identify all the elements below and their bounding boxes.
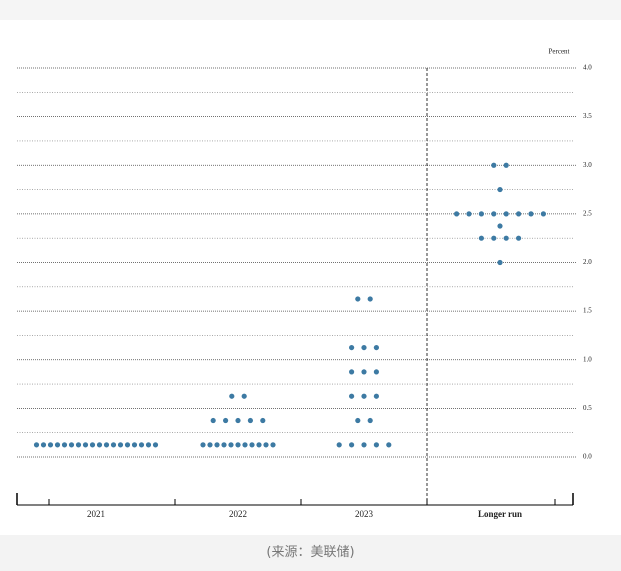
dot	[497, 259, 503, 266]
dot	[373, 442, 379, 448]
dot	[249, 442, 255, 448]
dot	[355, 296, 361, 302]
y-tick-label: 2.5	[583, 209, 592, 217]
dot	[503, 162, 509, 168]
x-tick-label: 2022	[229, 509, 247, 519]
dot	[47, 442, 54, 448]
dot	[540, 211, 547, 217]
dot	[256, 442, 262, 448]
dot	[228, 442, 234, 448]
dot	[497, 223, 503, 229]
dot	[241, 393, 247, 399]
dot	[516, 235, 522, 241]
dot	[200, 442, 206, 448]
chart: Percent 0.0 0.5 1.0 1.5 2.0 2.5 3.0 3.5 4.0 2021 2…	[16, 48, 592, 519]
dot	[528, 211, 534, 217]
dot	[260, 417, 266, 424]
dot	[207, 442, 213, 448]
dot	[214, 442, 220, 448]
dot	[223, 417, 229, 424]
dot	[103, 442, 110, 448]
dot	[117, 442, 124, 448]
dot	[229, 393, 235, 399]
dot	[367, 296, 373, 302]
dot	[454, 211, 460, 217]
dot	[152, 442, 159, 448]
dot	[361, 369, 367, 375]
dot	[75, 442, 82, 448]
y-tick-label: 4.0	[583, 64, 592, 72]
dot	[355, 417, 361, 424]
dot	[361, 442, 367, 448]
dot	[221, 442, 227, 448]
dot	[54, 442, 61, 448]
dot	[110, 442, 117, 448]
y-tick-label: 3.0	[583, 161, 592, 169]
dot	[373, 369, 379, 375]
top-strip	[0, 0, 621, 20]
x-tick-label: Longer run	[478, 509, 522, 519]
dot	[235, 442, 241, 448]
dot	[82, 442, 89, 448]
dot	[96, 442, 103, 448]
dot	[466, 211, 472, 217]
dot	[386, 442, 392, 448]
dot	[131, 442, 138, 448]
dot	[235, 417, 241, 424]
dot	[263, 442, 269, 448]
dot	[491, 235, 497, 241]
dot	[491, 162, 497, 168]
dot	[349, 393, 355, 399]
x-tick-label: 2021	[87, 509, 105, 519]
dot	[61, 442, 68, 448]
y-tick-label: 1.0	[583, 355, 592, 363]
dot	[247, 417, 253, 424]
y-tick-label: 0.0	[583, 453, 592, 461]
x-tick-label: 2023	[355, 509, 374, 519]
dot	[33, 442, 40, 448]
dot	[349, 442, 355, 448]
dot	[145, 442, 152, 448]
dot	[373, 344, 379, 351]
dot	[361, 344, 367, 351]
dot	[478, 211, 484, 217]
dot	[478, 235, 484, 241]
dot	[349, 369, 355, 375]
dot	[503, 235, 509, 241]
dot	[516, 211, 522, 217]
dot	[367, 417, 373, 424]
dot	[491, 211, 497, 217]
y-tick-label: 2.0	[583, 258, 592, 266]
y-tick-label: 0.5	[583, 404, 592, 412]
dot	[373, 393, 379, 399]
dot	[89, 442, 96, 448]
y-tick-label: 1.5	[583, 307, 592, 315]
dot	[497, 186, 503, 193]
dot	[361, 393, 367, 399]
dot	[349, 344, 355, 351]
y-tick-label: 3.5	[583, 112, 592, 120]
dot	[270, 442, 276, 448]
dot	[503, 211, 509, 217]
dot	[124, 442, 131, 448]
y-axis-label: Percent	[549, 48, 570, 56]
dot	[210, 417, 216, 424]
dot	[138, 442, 145, 448]
dot	[242, 442, 248, 448]
caption: (来源：美联储)	[0, 535, 621, 571]
dot	[336, 442, 342, 448]
dot	[40, 442, 47, 448]
dot	[68, 442, 75, 448]
